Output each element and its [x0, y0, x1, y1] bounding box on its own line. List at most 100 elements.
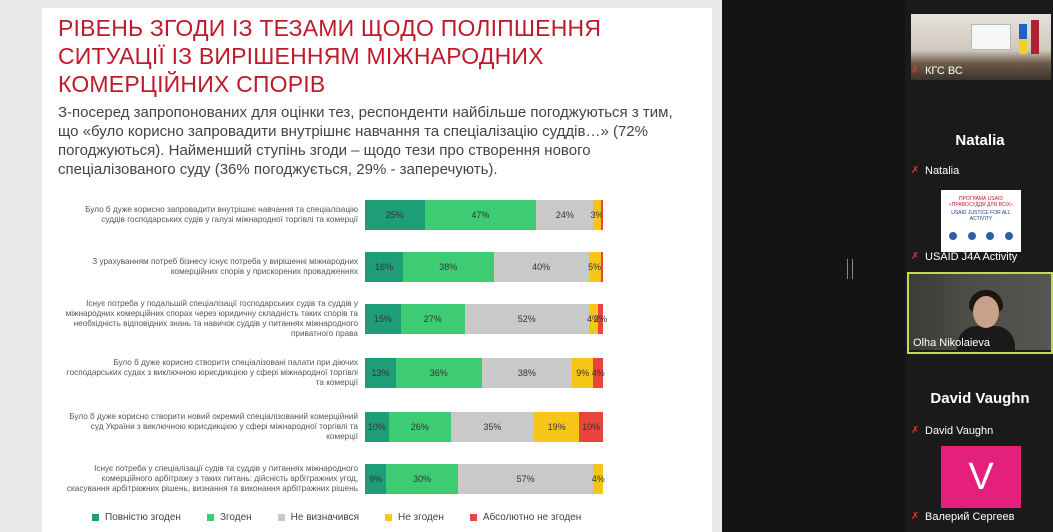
legend-label: Абсолютно не згоден — [482, 512, 582, 523]
chart-row: Існує потреба у спеціалізації судів та с… — [42, 462, 712, 496]
bar-segment: 38% — [481, 358, 573, 388]
category-label: Було б дуже корисно створити спеціалізов… — [66, 358, 358, 387]
legend-swatch — [206, 514, 214, 521]
participant-name: Валерий Сергеев — [925, 511, 1015, 523]
stacked-bar: 10% 26% 35% 19% 10% — [365, 412, 603, 442]
legend-item: Не визначився — [277, 512, 359, 523]
bar-segment: 16% — [365, 252, 404, 282]
bar-segment: 57% — [457, 464, 594, 494]
slide-subtitle: З-посеред запропонованих для оцінки тез,… — [58, 104, 673, 178]
bar-segment: 5% — [588, 252, 601, 282]
legend-item: Не згоден — [385, 512, 444, 523]
bar-segment: 2% — [594, 304, 607, 334]
bar-segment: 52% — [464, 304, 589, 334]
person-face — [973, 296, 999, 328]
legend-item: Повністю згоден — [92, 512, 181, 523]
bar-segment: 13% — [365, 358, 396, 388]
chart-row: З урахуванням потреб бізнесу існує потре… — [42, 250, 712, 284]
participant-big-name: Natalia — [955, 132, 1005, 149]
legend-label: Згоден — [219, 512, 252, 523]
participant-video — [911, 14, 1051, 80]
empty-area — [722, 0, 905, 532]
stacked-bar: 13% 36% 38% 9% 4% — [365, 358, 605, 388]
stacked-bar: 15% 27% 52% 4% 2% — [365, 304, 607, 334]
bar-segment: 40% — [493, 252, 589, 282]
bar-segment: 27% — [400, 304, 465, 334]
bar-segment: 4% — [592, 358, 605, 388]
participant-tile-olha-active-speaker[interactable]: Olha Nikolaieva — [907, 272, 1053, 354]
participants-panel: ✗ КГС ВС Natalia ✗ Natalia ПРОГРАМА USAI… — [905, 0, 1053, 532]
participant-name: Natalia — [925, 165, 960, 177]
bar-segment: 19% — [533, 412, 580, 442]
participant-name: КГС ВС — [925, 65, 963, 77]
panel-resize-handle[interactable] — [847, 259, 853, 279]
participant-name: David Vaughn — [925, 425, 994, 437]
category-label: Існує потреба у спеціалізації судів та с… — [66, 464, 358, 493]
chart-row: Існує потреба у подальшій спеціалізації … — [42, 299, 712, 338]
bar-segment: 36% — [395, 358, 482, 388]
category-label: Було б дуже корисно запровадити внутрішн… — [85, 205, 358, 224]
legend-item: Абсолютно не згоден — [469, 512, 582, 523]
bar-segment — [600, 200, 603, 230]
mic-muted-icon: ✗ — [911, 425, 920, 436]
bar-segment: 9% — [572, 358, 594, 388]
mic-muted-icon: ✗ — [911, 511, 920, 522]
stacked-bar-chart: Було б дуже корисно запровадити внутрішн… — [42, 198, 712, 498]
stacked-bar: 16% 38% 40% 5% — [365, 252, 603, 282]
stacked-bar: 25% 47% 24% 3% — [365, 200, 604, 230]
legend-swatch — [385, 514, 392, 521]
bar-segment: 10% — [579, 412, 603, 442]
shared-screen: РІВЕНЬ ЗГОДИ ІЗ ТЕЗАМИ ЩОДО ПОЛІПШЕННЯ С… — [0, 0, 722, 532]
participant-name-tag: ✗ David Vaughn — [911, 425, 993, 437]
bar-segment: 10% — [365, 412, 389, 442]
chart-row: Було б дуже корисно запровадити внутрішн… — [42, 198, 712, 232]
legend-swatch — [277, 514, 285, 521]
bar-segment: 15% — [365, 304, 401, 334]
participant-big-name: David Vaughn — [930, 390, 1030, 407]
flag — [1031, 20, 1039, 54]
bar-segment: 35% — [450, 412, 534, 442]
participant-name-tag: ✗ USAID J4A Activity — [911, 251, 1017, 263]
chart-legend: Повністю згоден Згоден Не визначився Не зго… — [92, 512, 581, 523]
legend-label: Не згоден — [398, 512, 444, 523]
category-label: Існує потреба у подальшій спеціалізації … — [65, 299, 358, 338]
participant-tile-david[interactable]: David Vaughn ✗ David Vaughn — [907, 360, 1053, 440]
flag — [1019, 24, 1027, 54]
video-text: USAID JUSTICE FOR ALL ACTIVITY — [951, 210, 1011, 222]
bar-segment: 38% — [403, 252, 494, 282]
category-label: З урахуванням потреб бізнесу існує потре… — [92, 257, 358, 276]
participant-tile-kgs[interactable]: ✗ КГС ВС — [907, 0, 1053, 80]
legend-label: Повністю згоден — [105, 512, 181, 523]
chart-row: Було б дуже корисно створити новий окрем… — [42, 410, 712, 444]
bar-segment: 25% — [365, 200, 425, 230]
mic-muted-icon: ✗ — [911, 65, 920, 76]
bar-segment — [600, 252, 603, 282]
stacked-bar: 9% 30% 57% 4% — [365, 464, 605, 494]
participant-name-tag: ✗ Валерий Сергеев — [911, 511, 1014, 523]
bar-segment: 26% — [388, 412, 451, 442]
bar-segment: 30% — [386, 464, 458, 494]
participant-name-tag: ✗ Natalia — [911, 165, 959, 177]
participant-tile-natalia[interactable]: Natalia ✗ Natalia — [907, 100, 1053, 180]
video-text: ПРОГРАМА USAID «ПРАВОСУДДЯ ДЛЯ ВСІХ» — [949, 196, 1013, 208]
mic-muted-icon: ✗ — [911, 165, 920, 176]
logo-icons — [949, 232, 1013, 242]
mic-muted-icon: ✗ — [911, 251, 920, 262]
bar-segment: 47% — [424, 200, 537, 230]
participant-name: Olha Nikolaieva — [913, 337, 991, 349]
participant-video: ПРОГРАМА USAID «ПРАВОСУДДЯ ДЛЯ ВСІХ» USA… — [941, 190, 1021, 252]
legend-item: Згоден — [206, 512, 252, 523]
presentation-slide: РІВЕНЬ ЗГОДИ ІЗ ТЕЗАМИ ЩОДО ПОЛІПШЕННЯ С… — [42, 8, 712, 532]
participant-tile-usaid[interactable]: ПРОГРАМА USAID «ПРАВОСУДДЯ ДЛЯ ВСІХ» USA… — [907, 186, 1053, 266]
bar-segment: 4% — [587, 304, 600, 334]
legend-label: Не визначився — [290, 512, 359, 523]
participant-name: USAID J4A Activity — [925, 251, 1018, 263]
participant-avatar: V — [941, 446, 1021, 508]
slide-title: РІВЕНЬ ЗГОДИ ІЗ ТЕЗАМИ ЩОДО ПОЛІПШЕННЯ С… — [58, 15, 602, 97]
legend-swatch — [92, 514, 99, 521]
person-silhouette — [957, 326, 1015, 352]
legend-swatch — [469, 514, 477, 521]
participant-tile-valeriy[interactable]: V ✗ Валерий Сергеев — [907, 442, 1053, 526]
category-label: Було б дуже корисно створити новий окрем… — [69, 412, 358, 441]
chart-row: Було б дуже корисно створити спеціалізов… — [42, 356, 712, 390]
